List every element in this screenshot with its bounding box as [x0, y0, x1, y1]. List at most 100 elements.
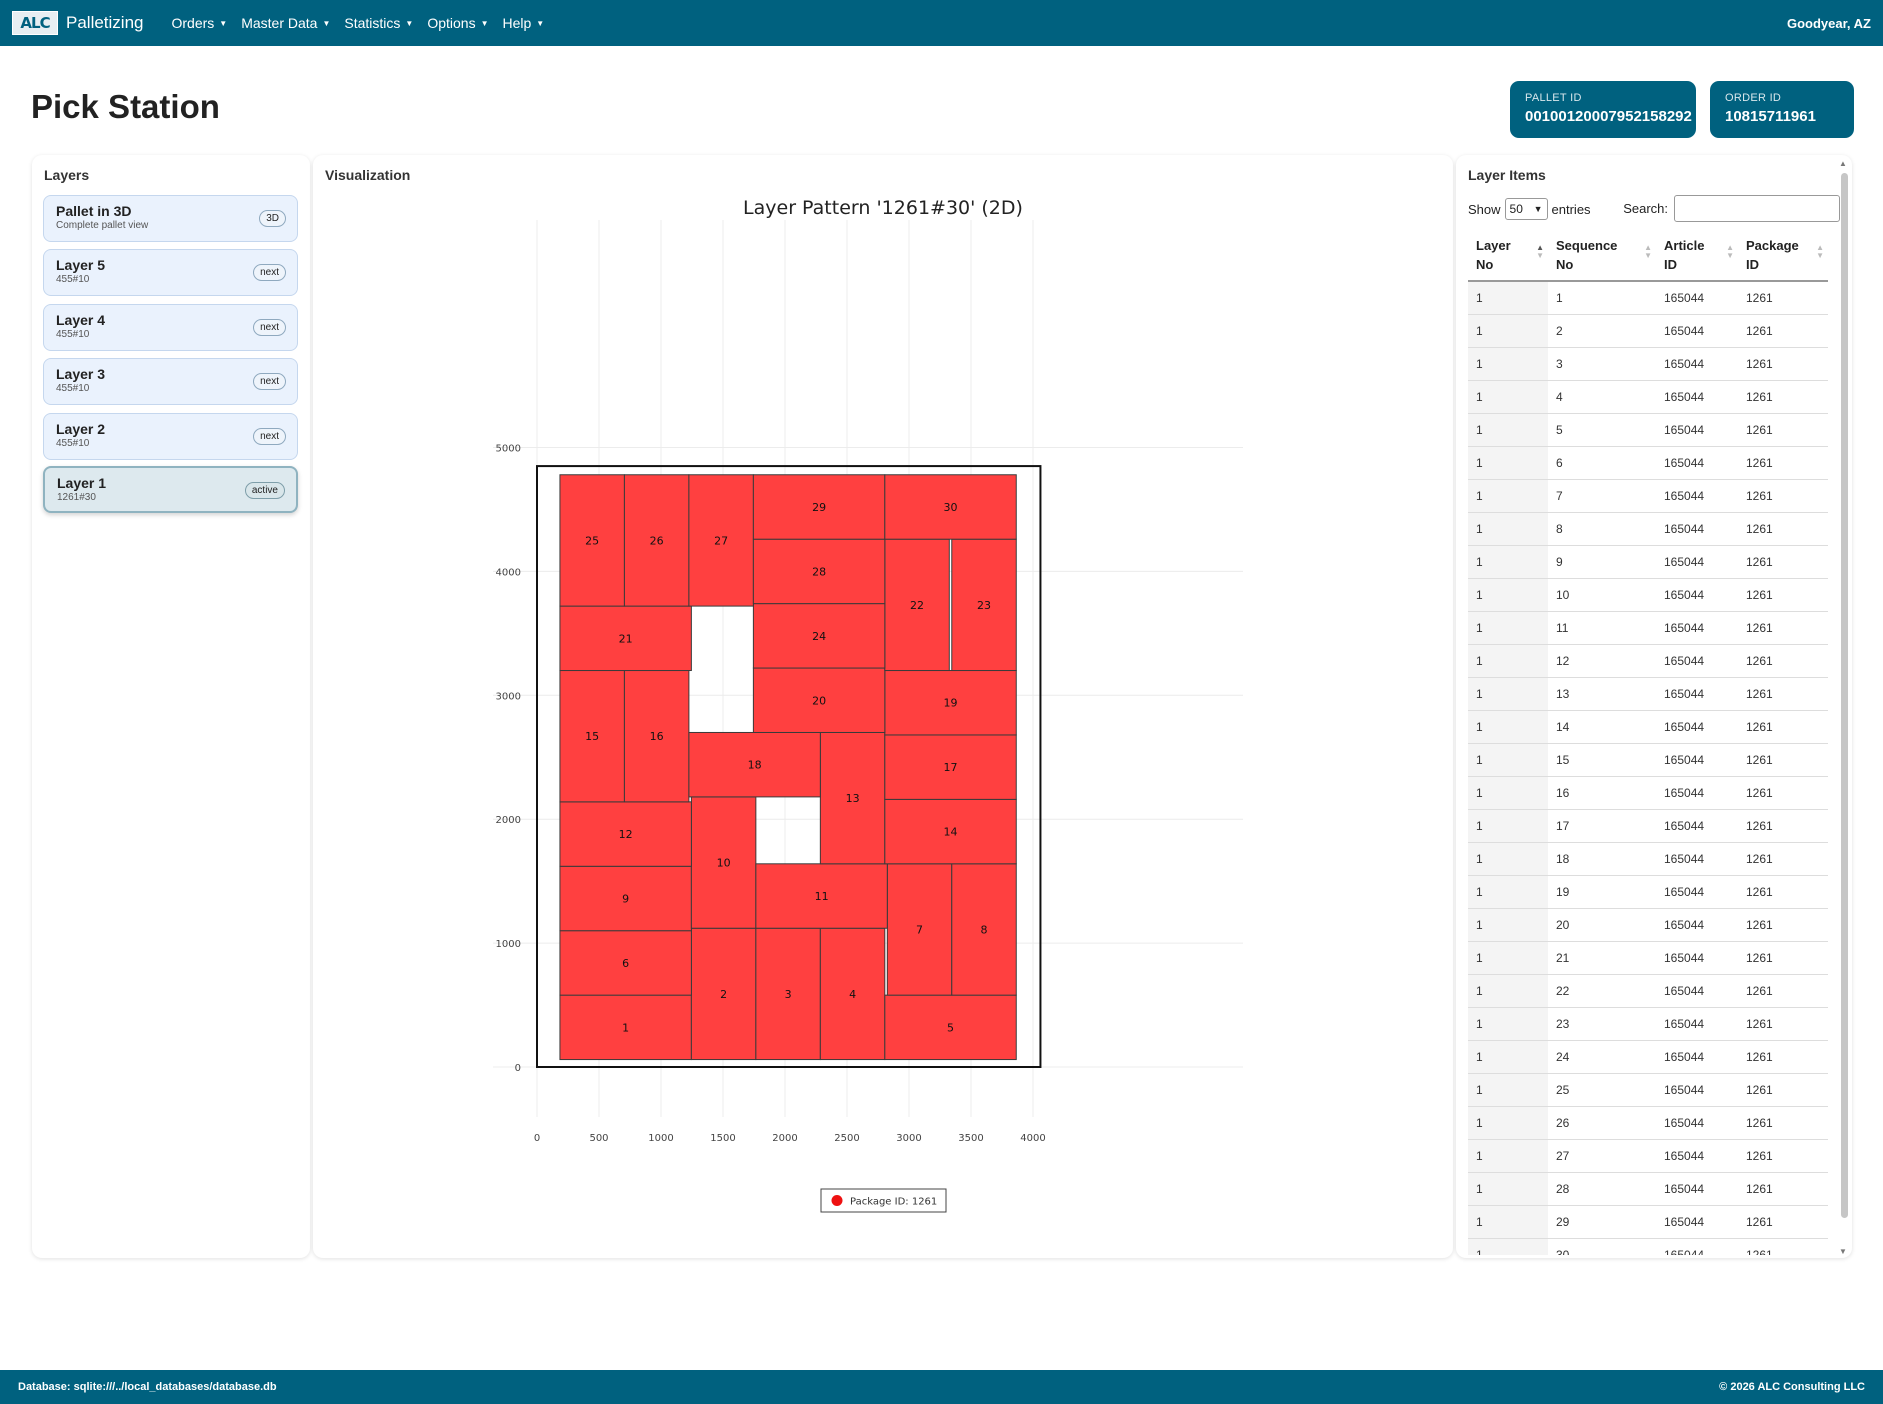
- package-box-8[interactable]: 8: [951, 863, 1017, 996]
- table-row[interactable]: 1 14 165044 1261: [1468, 710, 1828, 744]
- table-row[interactable]: 1 15 165044 1261: [1468, 743, 1828, 777]
- package-id-cell: 1261: [1738, 1073, 1828, 1107]
- package-box-22[interactable]: 22: [884, 538, 950, 672]
- nav-master-data[interactable]: Master Data ▼: [241, 15, 331, 31]
- table-row[interactable]: 1 4 165044 1261: [1468, 380, 1828, 414]
- layer-card-1[interactable]: Layer 1 1261#30 active: [43, 466, 298, 513]
- table-row[interactable]: 1 12 165044 1261: [1468, 644, 1828, 678]
- package-box-15[interactable]: 15: [559, 670, 625, 803]
- x-tick-label: 1000: [648, 1133, 673, 1144]
- package-box-24[interactable]: 24: [752, 603, 886, 669]
- scroll-down-icon[interactable]: ▼: [1839, 1247, 1847, 1256]
- nav-help[interactable]: Help ▼: [502, 15, 545, 31]
- package-box-4[interactable]: 4: [819, 927, 886, 1061]
- layer-no-cell: 1: [1468, 413, 1548, 447]
- table-row[interactable]: 1 26 165044 1261: [1468, 1106, 1828, 1140]
- layer-card-3d[interactable]: Pallet in 3D Complete pallet view 3D: [43, 195, 298, 242]
- package-box-2[interactable]: 2: [690, 927, 757, 1061]
- table-row[interactable]: 1 19 165044 1261: [1468, 875, 1828, 909]
- package-box-23[interactable]: 23: [951, 538, 1017, 672]
- caret-down-icon: ▼: [405, 18, 414, 28]
- package-box-30[interactable]: 30: [884, 474, 1017, 540]
- package-box-13[interactable]: 13: [819, 731, 886, 865]
- layer-card-2[interactable]: Layer 2 455#10 next: [43, 413, 298, 460]
- table-row[interactable]: 1 10 165044 1261: [1468, 578, 1828, 612]
- table-row[interactable]: 1 20 165044 1261: [1468, 908, 1828, 942]
- package-box-21[interactable]: 21: [559, 605, 692, 672]
- package-box-29[interactable]: 29: [752, 474, 886, 540]
- package-box-5[interactable]: 5: [884, 994, 1017, 1061]
- article-id-cell: 165044: [1656, 413, 1738, 447]
- package-box-18[interactable]: 18: [688, 731, 821, 798]
- package-box-7[interactable]: 7: [886, 863, 953, 996]
- x-tick-label: 3000: [896, 1133, 921, 1144]
- article-id-cell: 165044: [1656, 1106, 1738, 1140]
- package-box-9[interactable]: 9: [559, 865, 692, 932]
- entries-select[interactable]: 50 ▼: [1504, 198, 1548, 220]
- package-box-14[interactable]: 14: [884, 798, 1017, 865]
- package-box-28[interactable]: 28: [752, 538, 886, 605]
- table-row[interactable]: 1 18 165044 1261: [1468, 842, 1828, 876]
- table-row[interactable]: 1 11 165044 1261: [1468, 611, 1828, 645]
- package-box-27[interactable]: 27: [688, 474, 754, 607]
- package-box-label: 3: [785, 988, 792, 1001]
- y-tick-label: 5000: [496, 444, 521, 455]
- layer-card-3[interactable]: Layer 3 455#10 next: [43, 358, 298, 405]
- column-header-package-id[interactable]: Package ID ▲ ▼: [1738, 230, 1828, 282]
- table-row[interactable]: 1 3 165044 1261: [1468, 347, 1828, 381]
- layer-pattern-chart[interactable]: Layer Pattern '1261#30' (2D) 0 500 1000 150…: [313, 155, 1453, 1258]
- search-input[interactable]: [1674, 195, 1840, 222]
- package-box-1[interactable]: 1: [559, 994, 692, 1061]
- logo[interactable]: ALC Palletizing: [12, 11, 162, 35]
- column-header-article-id[interactable]: Article ID ▲ ▼: [1656, 230, 1738, 282]
- package-box-17[interactable]: 17: [884, 734, 1017, 800]
- table-row[interactable]: 1 1 165044 1261: [1468, 281, 1828, 315]
- package-box-19[interactable]: 19: [884, 670, 1017, 736]
- table-row[interactable]: 1 23 165044 1261: [1468, 1007, 1828, 1041]
- table-row[interactable]: 1 7 165044 1261: [1468, 479, 1828, 513]
- column-header-sequence-no[interactable]: Sequence No ▲ ▼: [1548, 230, 1656, 282]
- scrollbar-thumb[interactable]: [1841, 173, 1848, 1218]
- package-box-label: 18: [748, 759, 762, 772]
- table-row[interactable]: 1 13 165044 1261: [1468, 677, 1828, 711]
- package-box-16[interactable]: 16: [623, 670, 690, 803]
- nav-statistics[interactable]: Statistics ▼: [344, 15, 414, 31]
- package-box-11[interactable]: 11: [755, 863, 888, 929]
- table-row[interactable]: 1 29 165044 1261: [1468, 1205, 1828, 1239]
- table-row[interactable]: 1 2 165044 1261: [1468, 314, 1828, 348]
- chart-legend[interactable]: Package ID: 1261: [820, 1188, 947, 1213]
- package-box-12[interactable]: 12: [559, 801, 692, 867]
- table-row[interactable]: 1 25 165044 1261: [1468, 1073, 1828, 1107]
- table-row[interactable]: 1 9 165044 1261: [1468, 545, 1828, 579]
- package-box-rect: [752, 667, 886, 733]
- package-box-20[interactable]: 20: [752, 667, 886, 733]
- brand-name[interactable]: Palletizing: [66, 13, 144, 32]
- scroll-up-icon[interactable]: ▲: [1839, 159, 1847, 168]
- package-box-6[interactable]: 6: [559, 930, 692, 996]
- table-row[interactable]: 1 5 165044 1261: [1468, 413, 1828, 447]
- table-row[interactable]: 1 17 165044 1261: [1468, 809, 1828, 843]
- nav-options[interactable]: Options ▼: [427, 15, 489, 31]
- nav-orders[interactable]: Orders ▼: [171, 15, 228, 31]
- vertical-scrollbar[interactable]: ▲ ▼: [1839, 159, 1849, 1259]
- table-row[interactable]: 1 6 165044 1261: [1468, 446, 1828, 480]
- layer-card-5[interactable]: Layer 5 455#10 next: [43, 249, 298, 296]
- table-row[interactable]: 1 21 165044 1261: [1468, 941, 1828, 975]
- table-row[interactable]: 1 28 165044 1261: [1468, 1172, 1828, 1206]
- package-box-25[interactable]: 25: [559, 474, 625, 607]
- table-row[interactable]: 1 22 165044 1261: [1468, 974, 1828, 1008]
- package-id-cell: 1261: [1738, 809, 1828, 843]
- layer-no-cell: 1: [1468, 644, 1548, 678]
- package-box-26[interactable]: 26: [623, 474, 690, 607]
- table-row[interactable]: 1 16 165044 1261: [1468, 776, 1828, 810]
- table-row[interactable]: 1 27 165044 1261: [1468, 1139, 1828, 1173]
- layer-card-4[interactable]: Layer 4 455#10 next: [43, 304, 298, 351]
- location-label: Goodyear, AZ: [1786, 15, 1871, 31]
- package-box-3[interactable]: 3: [755, 927, 821, 1061]
- column-header-layer-no[interactable]: Layer No ▲ ▼: [1468, 230, 1548, 282]
- table-row[interactable]: 1 8 165044 1261: [1468, 512, 1828, 546]
- package-box-10[interactable]: 10: [690, 796, 757, 929]
- entries-label: entries: [1551, 201, 1591, 217]
- table-row[interactable]: 1 24 165044 1261: [1468, 1040, 1828, 1074]
- table-row[interactable]: 1 30 165044 1261: [1468, 1238, 1828, 1255]
